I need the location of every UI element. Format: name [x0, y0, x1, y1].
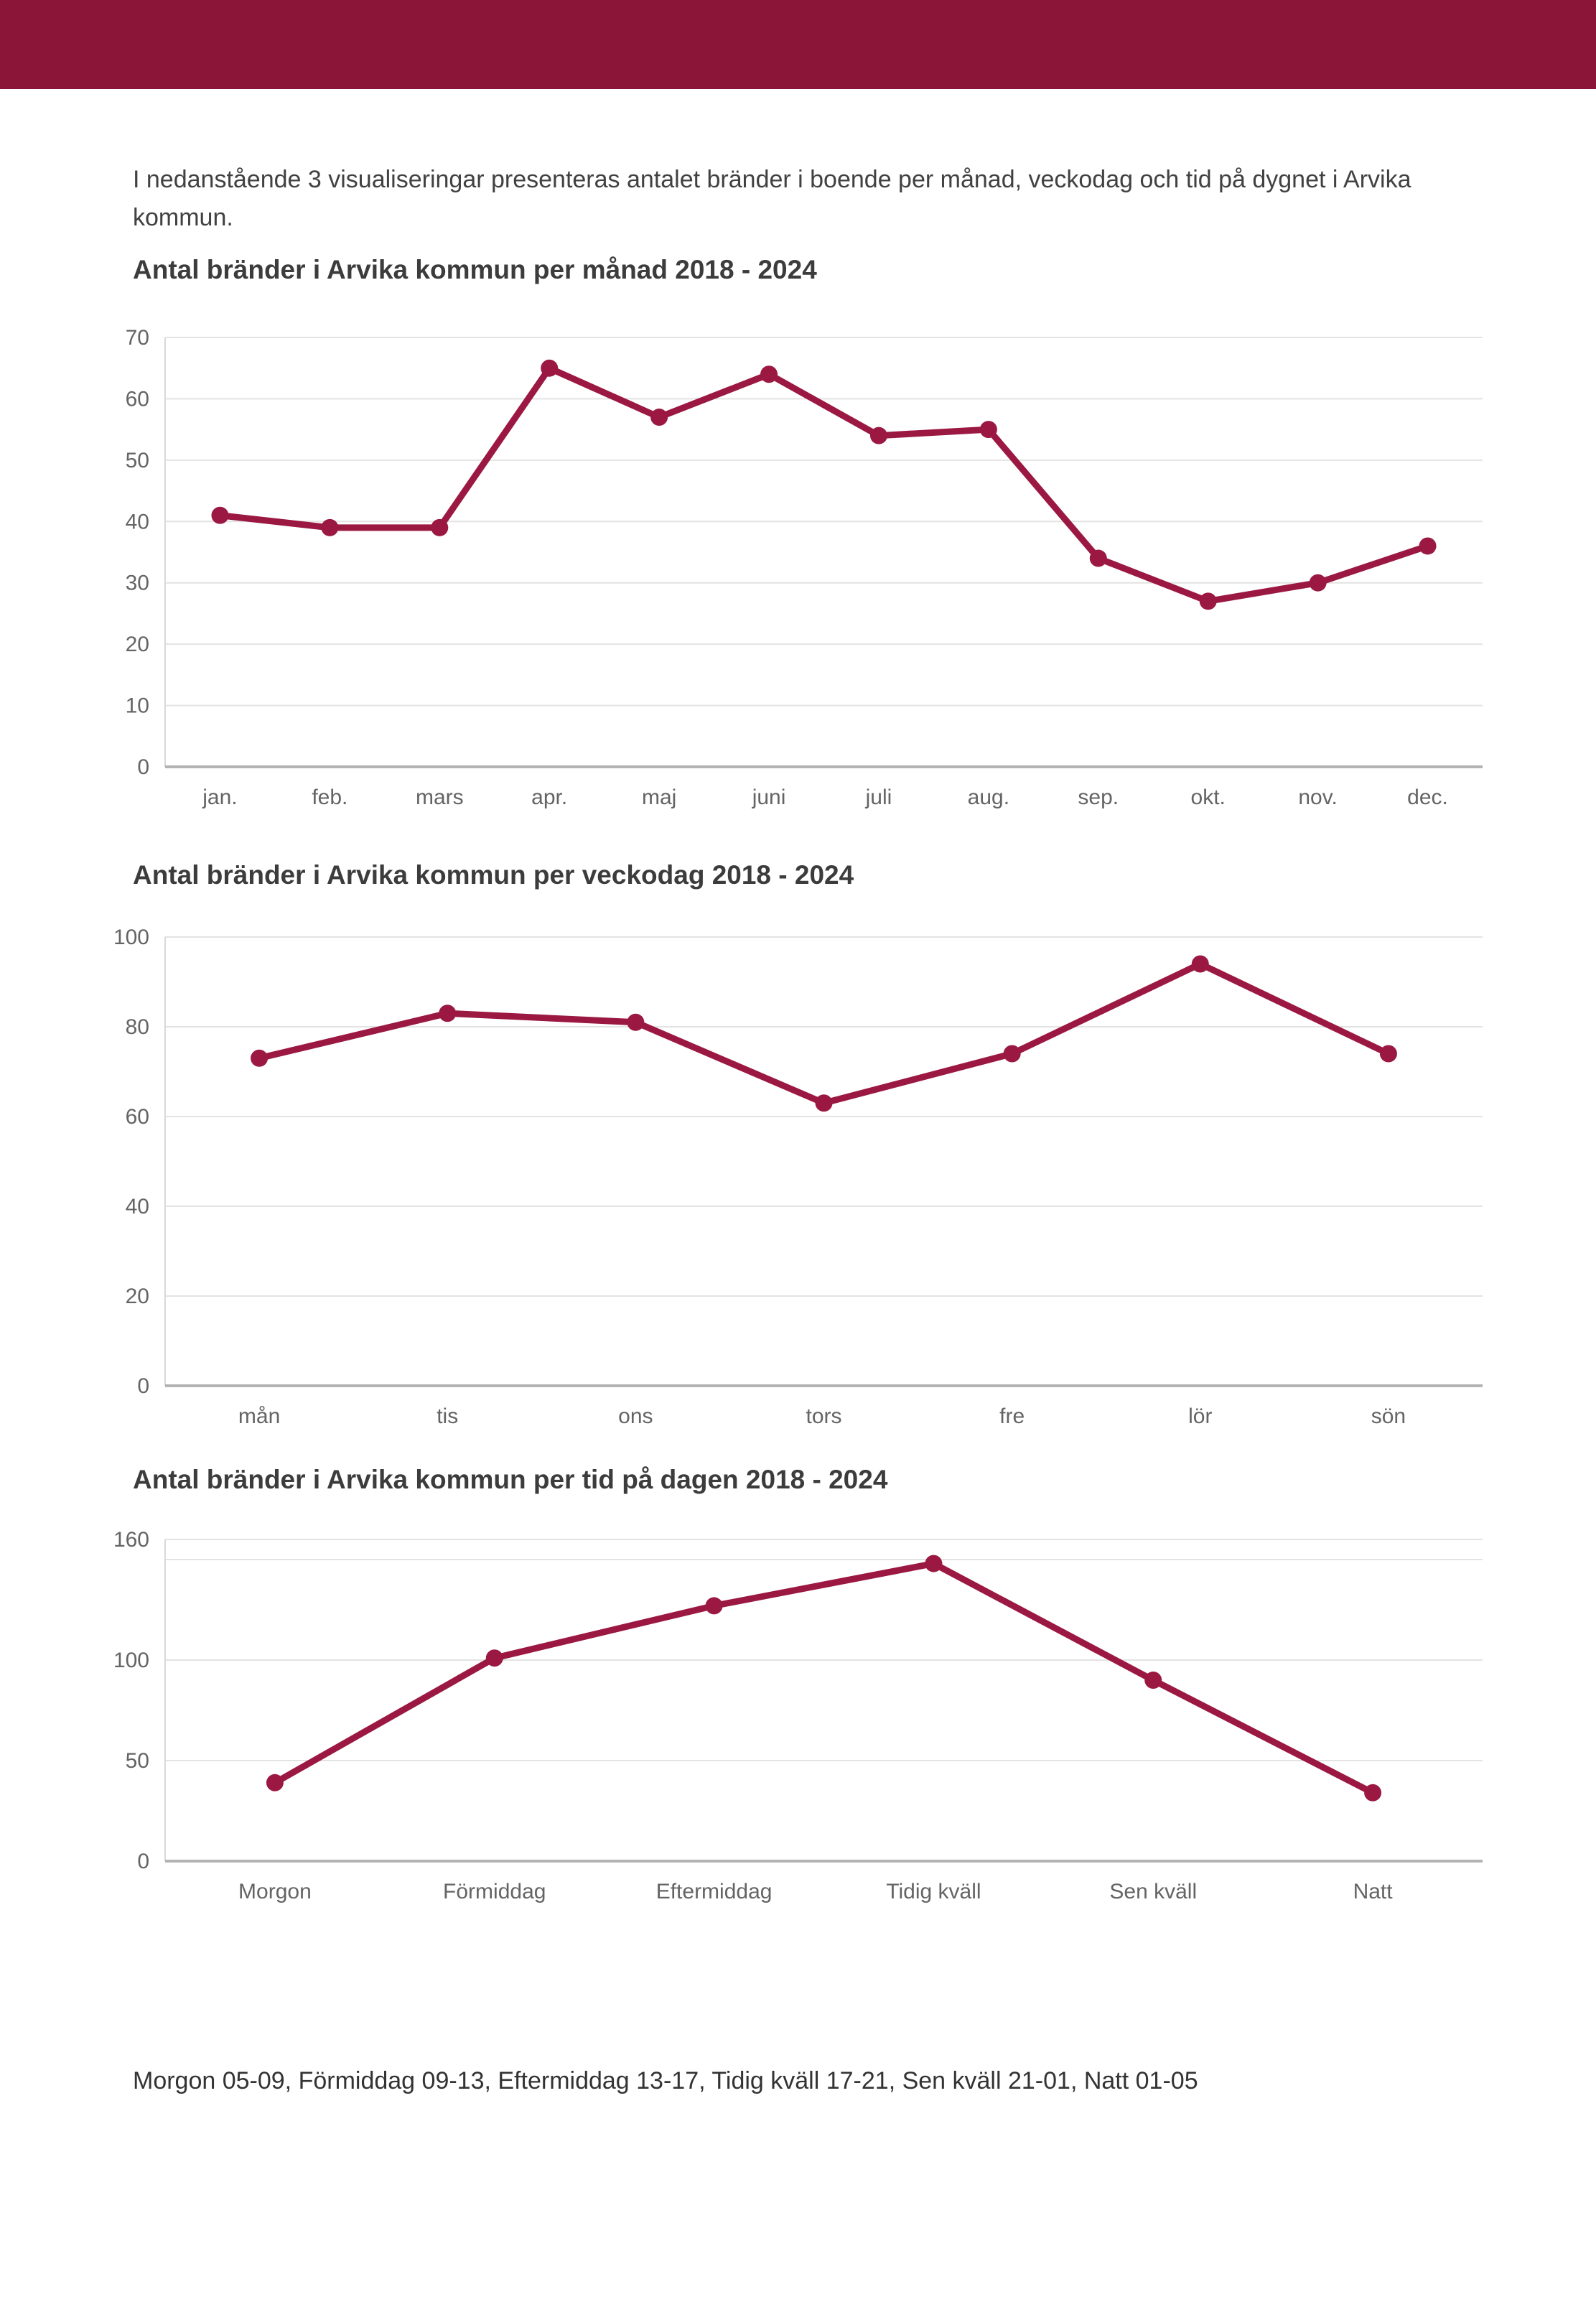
x-tick-label: juli — [865, 786, 892, 809]
y-tick-label: 100 — [113, 1649, 149, 1672]
y-tick-label: 20 — [126, 633, 149, 656]
x-tick-label: feb. — [312, 786, 347, 809]
data-point — [1144, 1672, 1162, 1689]
x-tick-label: ons — [618, 1404, 653, 1428]
y-tick-label: 40 — [126, 1195, 149, 1218]
x-tick-label: okt. — [1191, 786, 1226, 809]
data-point — [650, 409, 668, 427]
trend-line — [219, 364, 1429, 605]
data-point — [439, 1005, 457, 1022]
data-point — [251, 1049, 269, 1067]
data-point — [705, 1597, 723, 1615]
y-tick-label: 50 — [126, 1749, 149, 1773]
y-tick-label: 60 — [126, 387, 149, 411]
data-point — [266, 1774, 284, 1791]
data-point — [541, 359, 559, 377]
x-tick-label: mars — [416, 786, 464, 809]
time-of-day-legend-text: Morgon 05-09, Förmiddag 09-13, Eftermidd… — [133, 2067, 1198, 2094]
data-point — [1003, 1045, 1021, 1063]
x-tick-label: Eftermiddag — [656, 1880, 773, 1903]
data-point — [1309, 574, 1327, 592]
x-tick-label: dec. — [1407, 786, 1448, 809]
data-point — [1419, 537, 1437, 555]
x-tick-label: sep. — [1078, 786, 1119, 809]
y-tick-label: 60 — [126, 1105, 149, 1129]
trend-line — [258, 960, 1390, 1106]
fires-per-month-line-chart: 0 10 20 30 40 50 60 70 jan. feb. mars apr. maj juni ju… — [126, 326, 1483, 809]
y-tick-label: 10 — [126, 694, 149, 718]
trend-line — [273, 1560, 1375, 1796]
x-tick-label: lör — [1188, 1404, 1212, 1428]
chart-title-per-time-of-day: Antal bränder i Arvika kommun per tid på… — [133, 1465, 888, 1494]
y-tick-label: 0 — [137, 1374, 149, 1398]
data-point — [869, 427, 887, 444]
x-tick-label: Förmiddag — [443, 1880, 546, 1903]
data-point — [925, 1555, 943, 1572]
x-tick-label: sön — [1371, 1404, 1406, 1428]
data-point — [815, 1094, 833, 1112]
chart-title-per-month: Antal bränder i Arvika kommun per månad … — [133, 255, 817, 284]
chart-title-per-weekday: Antal bränder i Arvika kommun per veckod… — [133, 860, 854, 890]
y-tick-label: 20 — [126, 1285, 149, 1308]
x-tick-label: jan. — [202, 786, 237, 809]
y-tick-label: 160 — [113, 1528, 149, 1552]
data-point — [1089, 549, 1107, 567]
y-tick-label: 0 — [137, 755, 149, 779]
x-tick-label: mån — [238, 1404, 280, 1428]
intro-text: I nedanstående 3 visualiseringar present… — [133, 166, 1411, 231]
fires-per-weekday-line-chart: 0 20 40 60 80 100 mån tis ons tors fre lör sön — [113, 926, 1483, 1428]
y-tick-label: 0 — [137, 1850, 149, 1873]
data-point — [979, 421, 997, 439]
data-point — [1199, 592, 1217, 610]
data-point — [760, 365, 778, 383]
y-tick-label: 30 — [126, 572, 149, 595]
data-point — [211, 506, 229, 524]
y-tick-label: 100 — [113, 926, 149, 949]
x-tick-label: Tidig kväll — [886, 1880, 981, 1903]
x-tick-label: fre — [999, 1404, 1025, 1428]
y-tick-label: 50 — [126, 449, 149, 472]
x-tick-label: nov. — [1298, 786, 1337, 809]
data-point — [321, 518, 339, 536]
data-point — [1364, 1784, 1382, 1802]
x-tick-label: juni — [752, 786, 786, 809]
x-tick-label: Morgon — [238, 1880, 312, 1903]
x-tick-label: tors — [806, 1404, 841, 1428]
x-tick-label: Sen kväll — [1109, 1880, 1197, 1903]
x-tick-label: Natt — [1353, 1880, 1394, 1903]
y-tick-label: 70 — [126, 326, 149, 350]
fires-per-time-of-day-line-chart: 0 50 100 160 Morgon Förmiddag Eftermiddag Tidig… — [113, 1528, 1483, 1903]
x-tick-label: tis — [437, 1404, 458, 1428]
y-tick-label: 40 — [126, 510, 149, 533]
x-tick-label: aug. — [968, 786, 1009, 809]
data-point — [1191, 955, 1209, 973]
data-point — [627, 1013, 645, 1031]
y-tick-label: 80 — [126, 1015, 149, 1039]
x-tick-label: maj — [642, 786, 676, 809]
data-point — [485, 1649, 503, 1667]
data-point — [1379, 1045, 1397, 1063]
header-bar — [0, 0, 1596, 89]
data-point — [431, 518, 449, 536]
x-tick-label: apr. — [531, 786, 567, 809]
